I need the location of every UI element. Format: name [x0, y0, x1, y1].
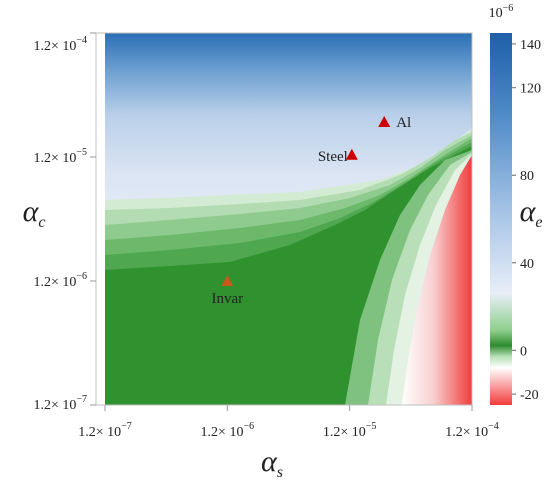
x-tick-label: 1.2× 10−7 [78, 421, 132, 440]
heatmap-red-region [402, 155, 472, 405]
colorbar-scale-label: 10−6 [489, 3, 514, 21]
colorbar: 10−6 -20 0 40 80 120 140 αe [489, 3, 543, 405]
y-axis-label: αc [23, 195, 46, 231]
y-axis-ticks: 1.2× 10−7 1.2× 10−6 1.2× 10−5 1.2× 10−4 [33, 32, 96, 413]
colorbar-tick-label: 40 [520, 257, 534, 272]
material-points: Al Steel Invar [212, 115, 412, 307]
marker-label-al: Al [396, 115, 411, 131]
x-axis-label: αs [261, 445, 283, 481]
y-tick-label: 1.2× 10−5 [33, 147, 87, 166]
colorbar-ticks: -20 0 40 80 120 140 [512, 38, 541, 403]
y-tick-label: 1.2× 10−4 [33, 35, 87, 54]
x-axis-ticks: 1.2× 10−7 1.2× 10−6 1.2× 10−5 1.2× 10−4 [78, 405, 499, 440]
colorbar-gradient [490, 33, 512, 405]
marker-label-invar: Invar [212, 291, 244, 307]
heatmap-field [105, 33, 472, 405]
x-tick-label: 1.2× 10−5 [323, 421, 377, 440]
colorbar-tick-label: 80 [520, 169, 534, 184]
x-tick-label: 1.2× 10−4 [445, 421, 499, 440]
y-tick-label: 1.2× 10−6 [33, 271, 87, 290]
colorbar-label: αe [520, 195, 543, 231]
colorbar-tick-label: 140 [520, 38, 541, 53]
colorbar-tick-label: -20 [520, 388, 539, 403]
colorbar-tick-label: 0 [520, 344, 527, 359]
x-tick-label: 1.2× 10−6 [201, 421, 255, 440]
colorbar-tick-label: 120 [520, 82, 541, 97]
marker-al [378, 115, 391, 127]
y-tick-label: 1.2× 10−7 [33, 394, 87, 413]
marker-label-steel: Steel [318, 149, 348, 165]
marker-invar [221, 275, 234, 286]
plot-frame [95, 32, 473, 406]
marker-steel [345, 148, 358, 160]
